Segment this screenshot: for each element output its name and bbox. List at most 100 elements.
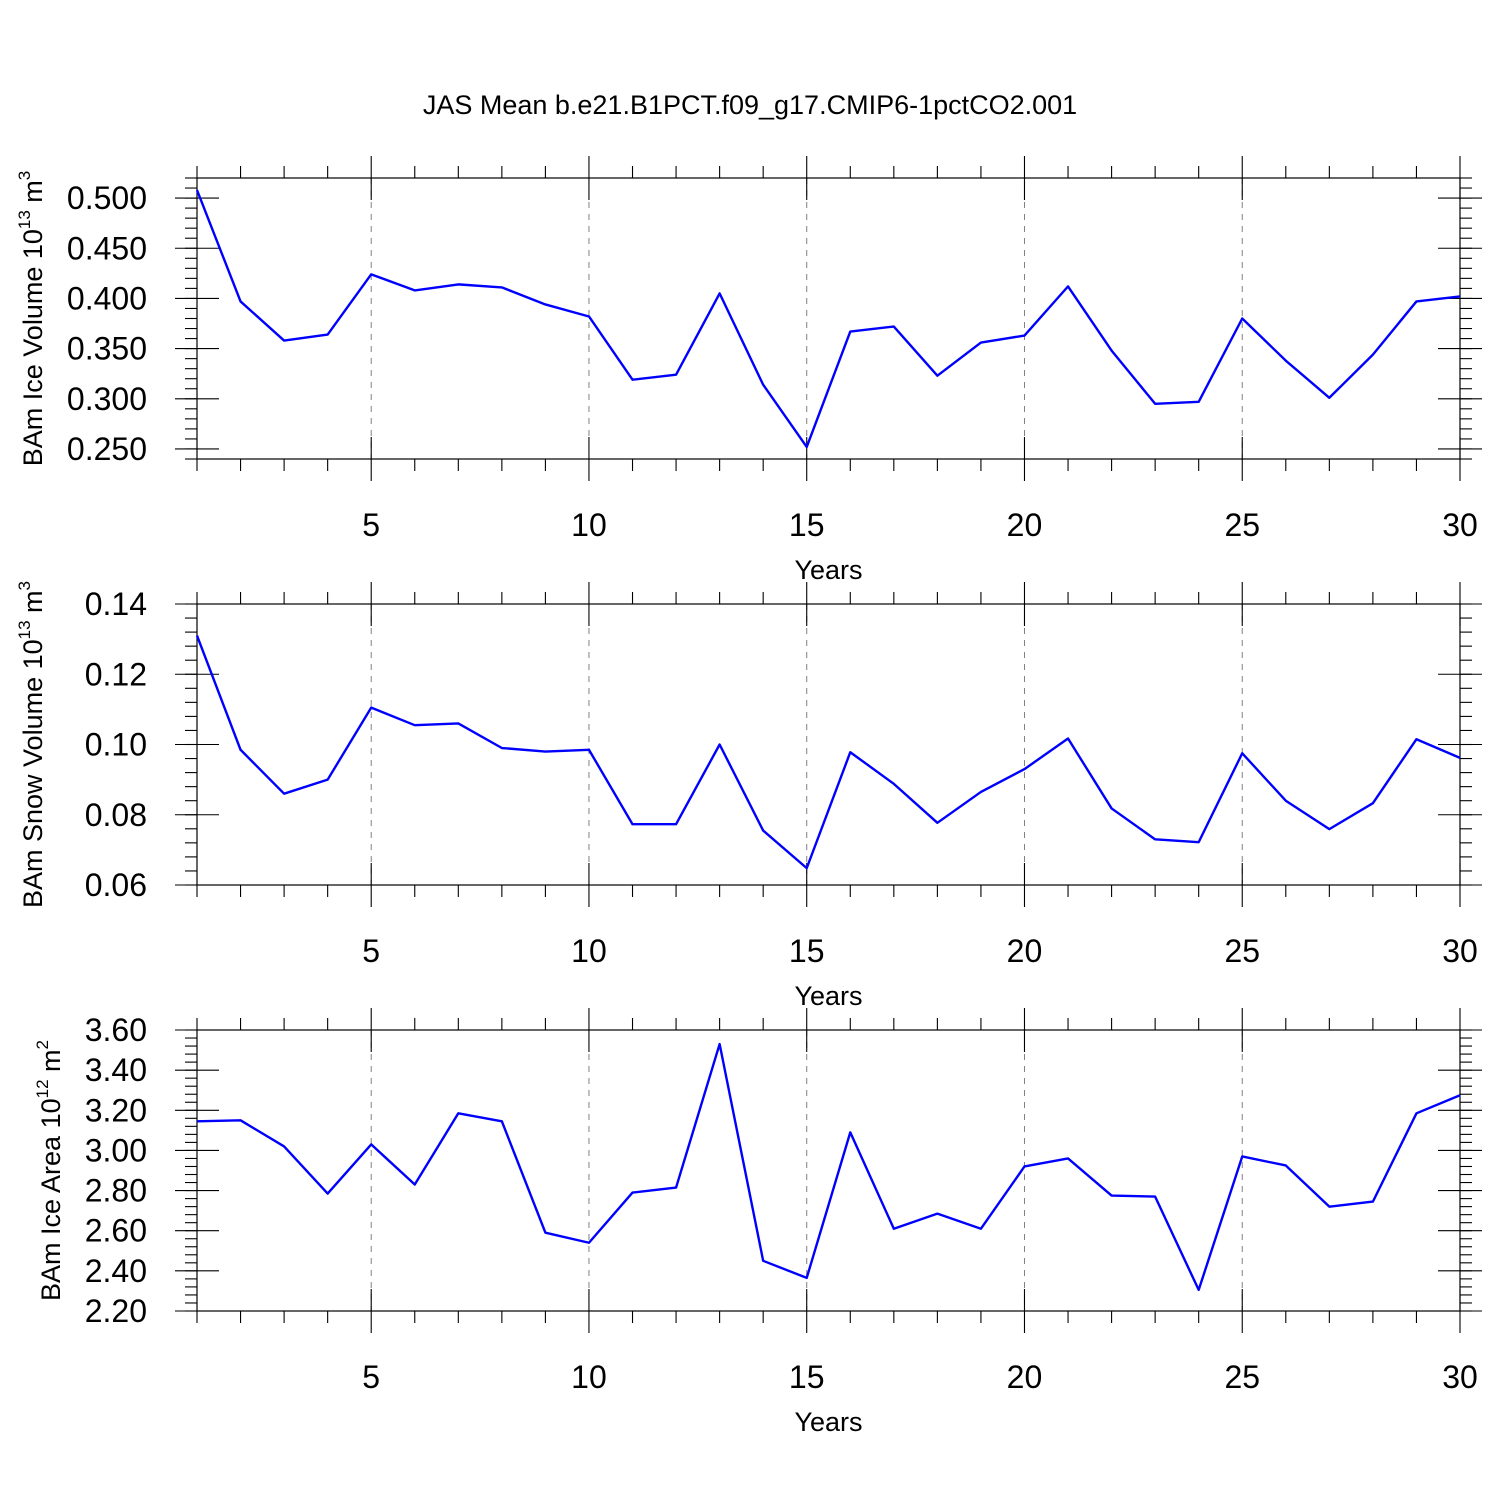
x-tick-label: 30 — [1442, 933, 1478, 969]
data-point — [1153, 401, 1158, 406]
y-tick-label: 0.14 — [85, 586, 147, 622]
y-tick-label: 2.60 — [85, 1213, 147, 1249]
data-point — [1240, 751, 1245, 756]
y-axis-title-base: BAm Ice Area 10 — [36, 1098, 66, 1301]
y-axis-title-exponent: 13 — [15, 210, 34, 229]
data-point — [978, 1226, 983, 1231]
data-point — [412, 1182, 417, 1187]
data-point — [543, 749, 548, 754]
y-axis-title: BAm Snow Volume 1013 m3 — [15, 581, 48, 908]
data-point — [1022, 1164, 1027, 1169]
data-point — [499, 746, 504, 751]
data-point — [1327, 1204, 1332, 1209]
data-point — [935, 1211, 940, 1216]
data-point — [195, 633, 200, 638]
x-tick-label: 15 — [789, 1359, 825, 1395]
data-point — [282, 338, 287, 343]
x-tick-label: 15 — [789, 507, 825, 543]
data-point — [195, 188, 200, 193]
x-tick-label: 25 — [1224, 507, 1260, 543]
data-point — [369, 1142, 374, 1147]
data-point — [1066, 736, 1071, 741]
data-point — [1066, 1156, 1071, 1161]
x-tick-label: 15 — [789, 933, 825, 969]
data-point — [761, 382, 766, 387]
y-tick-label: 0.12 — [85, 656, 147, 692]
data-point — [674, 372, 679, 377]
y-axis-title: BAm Ice Area 1012 m2 — [33, 1040, 66, 1301]
data-point — [1327, 827, 1332, 832]
data-point — [1370, 1199, 1375, 1204]
x-tick-label: 30 — [1442, 1359, 1478, 1395]
y-tick-label: 0.400 — [67, 280, 147, 316]
y-tick-label: 0.350 — [67, 331, 147, 367]
data-point — [499, 285, 504, 290]
chart-title: JAS Mean b.e21.B1PCT.f09_g17.CMIP6-1pctC… — [423, 90, 1077, 120]
panel-1: 0.250 0.300 0.350 0.400 0.450 0.500 5 10 15 20 25 3… — [15, 156, 1482, 585]
data-point — [1370, 352, 1375, 357]
data-point — [935, 820, 940, 825]
y-axis-title-base: BAm Ice Volume 10 — [18, 229, 48, 466]
y-tick-label: 2.80 — [85, 1173, 147, 1209]
data-point — [1196, 399, 1201, 404]
data-point — [804, 866, 809, 871]
x-tick-label: 10 — [571, 1359, 607, 1395]
data-point — [1327, 395, 1332, 400]
data-point — [761, 1258, 766, 1263]
data-point — [978, 340, 983, 345]
data-point — [499, 1119, 504, 1124]
data-point — [586, 747, 591, 752]
data-point — [717, 742, 722, 747]
data-point — [891, 781, 896, 786]
data-point — [1240, 316, 1245, 321]
y-axis-title: BAm Ice Volume 1013 m3 — [15, 171, 48, 467]
data-point — [1370, 801, 1375, 806]
data-point — [1196, 840, 1201, 845]
data-point — [456, 721, 461, 726]
data-point — [1022, 333, 1027, 338]
data-point — [891, 1226, 896, 1231]
data-point — [1109, 348, 1114, 353]
y-tick-label: 2.40 — [85, 1253, 147, 1289]
data-point — [1458, 1093, 1463, 1098]
x-tick-label: 25 — [1224, 933, 1260, 969]
y-axis-title-unit-exponent: 3 — [15, 171, 34, 180]
data-point — [717, 291, 722, 296]
data-point — [1066, 284, 1071, 289]
y-axis-title-base: BAm Snow Volume 10 — [18, 639, 48, 908]
data-point — [761, 828, 766, 833]
data-point — [325, 1191, 330, 1196]
series-line — [195, 635, 1461, 870]
y-tick-label: 3.40 — [85, 1052, 147, 1088]
data-point — [1414, 299, 1419, 304]
x-tick-label: 20 — [1007, 933, 1043, 969]
data-point — [1414, 1111, 1419, 1116]
data-point — [674, 822, 679, 827]
data-point — [630, 822, 635, 827]
data-point — [1153, 1194, 1158, 1199]
y-axis-title-unit-exponent: 2 — [33, 1040, 52, 1049]
x-tick-label: 10 — [571, 507, 607, 543]
data-point — [412, 723, 417, 728]
y-tick-label: 2.20 — [85, 1293, 147, 1329]
x-tick-label: 5 — [362, 1359, 380, 1395]
data-point — [238, 1118, 243, 1123]
data-point — [586, 314, 591, 319]
y-axis-title-unit-exponent: 3 — [15, 581, 34, 590]
y-axis-title-exponent: 12 — [33, 1079, 52, 1098]
plot-frame — [196, 1029, 1461, 1312]
y-axis-title-unit: m — [18, 590, 48, 620]
data-point — [935, 373, 940, 378]
panel-3: 2.20 2.40 2.60 2.80 3.00 3.20 3.40 3.60 5 10 15 20 2… — [33, 1008, 1482, 1437]
data-point — [586, 1240, 591, 1245]
data-point — [456, 282, 461, 287]
y-tick-label: 0.250 — [67, 431, 147, 467]
data-point — [1196, 1287, 1201, 1292]
data-point — [543, 302, 548, 307]
x-axis-title: Years — [794, 1407, 862, 1437]
data-point — [543, 1230, 548, 1235]
y-tick-label: 0.06 — [85, 867, 147, 903]
